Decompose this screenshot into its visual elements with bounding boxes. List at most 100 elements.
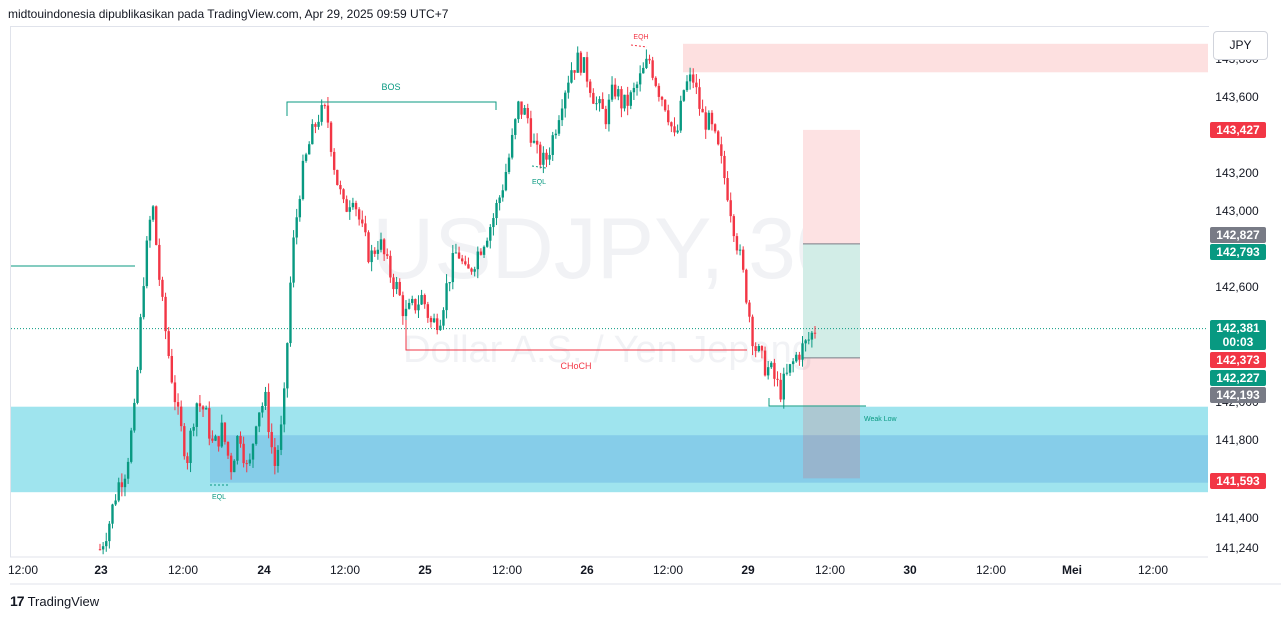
- candle-body: [217, 436, 220, 447]
- candle: [457, 246, 461, 260]
- weak-low-line: [768, 398, 866, 407]
- candle: [482, 245, 486, 258]
- candle-body: [776, 378, 779, 380]
- currency-button[interactable]: JPY: [1213, 31, 1268, 60]
- choch-label: CHoCH: [560, 361, 591, 371]
- candle: [598, 96, 601, 112]
- candle: [317, 114, 320, 130]
- candle-body: [685, 81, 689, 91]
- candle-body: [133, 402, 136, 431]
- candle: [348, 200, 351, 220]
- chart-area[interactable]: [10, 26, 1209, 557]
- candle-body: [345, 199, 348, 212]
- candle: [535, 133, 539, 154]
- candle-body: [751, 316, 754, 347]
- candle: [198, 395, 202, 412]
- candle: [158, 238, 161, 286]
- candle-body: [732, 216, 736, 237]
- candle: [713, 123, 717, 134]
- candle-body: [557, 120, 561, 134]
- candle: [710, 110, 714, 131]
- candle-body: [164, 296, 167, 332]
- candle-body: [779, 379, 782, 400]
- candle-body: [635, 84, 639, 88]
- footer-brand[interactable]: 17 TradingView: [10, 593, 99, 609]
- candle: [460, 254, 464, 265]
- candle-body: [336, 169, 339, 185]
- candle: [529, 110, 533, 147]
- candle-body: [807, 339, 810, 341]
- candle-body: [748, 302, 751, 317]
- candle: [301, 154, 305, 201]
- candle: [136, 366, 139, 405]
- candle-body: [592, 92, 595, 104]
- time-tick-label: 12:00: [168, 563, 198, 577]
- eql-marker: [531, 165, 547, 169]
- candle-body: [367, 232, 370, 263]
- candle-body: [529, 118, 533, 143]
- candle: [336, 169, 339, 186]
- candle-body: [710, 112, 714, 125]
- price-tag-value: 141,593: [1216, 474, 1260, 488]
- time-tick-label: 12:00: [492, 563, 522, 577]
- candle-body: [283, 388, 286, 425]
- candle-body: [498, 197, 501, 204]
- candle-body: [442, 310, 445, 326]
- candle: [401, 291, 405, 325]
- candle: [813, 326, 817, 339]
- candle: [498, 195, 501, 211]
- price-tag-background: [1210, 352, 1266, 368]
- price-tag-background: [1210, 227, 1266, 243]
- candle: [414, 298, 417, 314]
- candle-body: [688, 74, 692, 82]
- candle: [164, 292, 167, 340]
- candle-body: [223, 422, 227, 442]
- time-axis: 12:00 23 12:00 24 12:00 25 12:00 26 12:00 29 12:00…: [8, 556, 1281, 585]
- candle-body: [717, 131, 720, 145]
- candle: [239, 431, 242, 448]
- candle-body: [735, 236, 739, 251]
- candle: [217, 436, 220, 452]
- candle-body: [117, 482, 120, 501]
- candle-body: [404, 308, 408, 317]
- candle-body: [676, 130, 679, 133]
- candle: [573, 70, 576, 80]
- candle-body: [629, 92, 632, 106]
- candle-body: [766, 367, 770, 376]
- candle: [123, 474, 127, 497]
- candle: [226, 441, 230, 460]
- candle: [304, 152, 308, 163]
- candle-body: [167, 331, 170, 356]
- candle: [364, 215, 367, 237]
- candle-body: [420, 295, 423, 305]
- candle-body: [576, 52, 579, 73]
- price-tag-value: 142,793: [1216, 245, 1260, 259]
- candle: [208, 401, 211, 446]
- candle-body: [361, 219, 364, 224]
- candle-body: [332, 151, 336, 170]
- candle-body: [570, 70, 573, 83]
- candle-body: [370, 250, 373, 263]
- candle-body: [585, 57, 589, 82]
- candle: [223, 422, 227, 445]
- candle: [723, 150, 726, 185]
- candle-body: [376, 249, 380, 254]
- candle-body: [123, 478, 127, 488]
- price-tag-value: 142,227: [1216, 371, 1260, 385]
- candle-body: [698, 87, 701, 109]
- candle-body: [342, 189, 345, 200]
- candle-body: [813, 332, 817, 334]
- candle-body: [754, 346, 757, 352]
- candle-body: [610, 84, 614, 100]
- candle: [579, 50, 583, 76]
- candle-body: [145, 240, 149, 287]
- candle: [467, 257, 470, 269]
- candle: [439, 319, 442, 331]
- candle: [476, 246, 479, 279]
- candle-body: [98, 549, 102, 551]
- choch-line: [405, 320, 747, 351]
- candle-body: [648, 58, 651, 61]
- candle-body: [582, 57, 586, 73]
- candle-body: [651, 60, 654, 78]
